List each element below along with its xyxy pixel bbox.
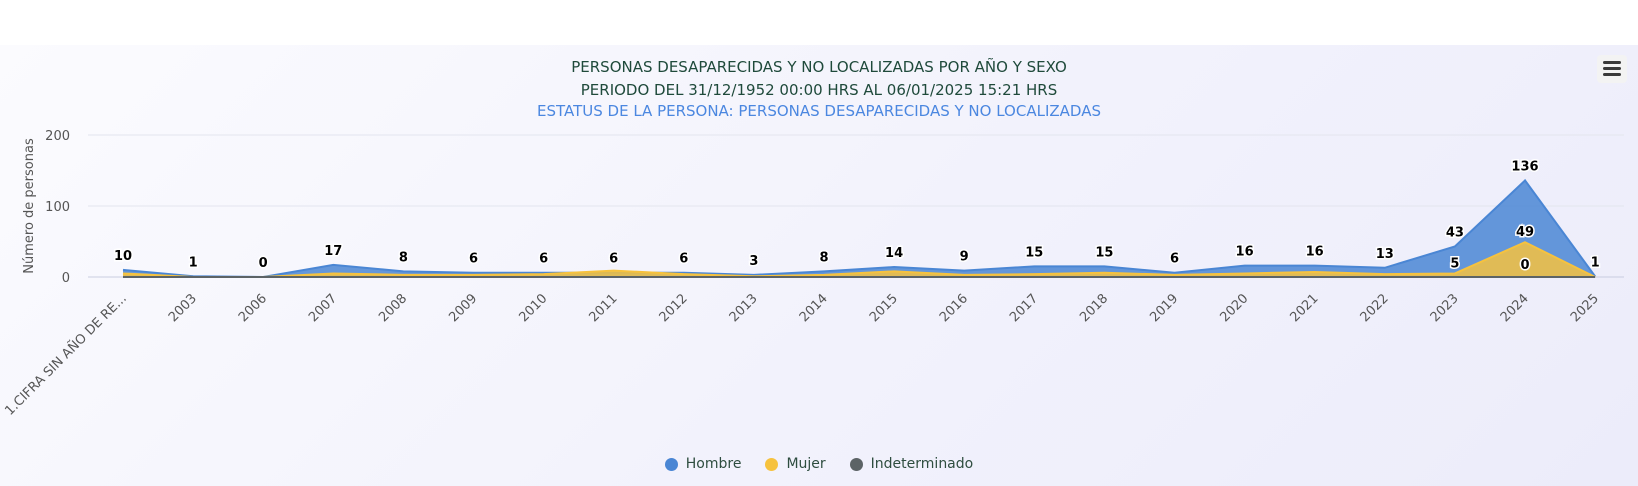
x-tick-label: 2017 <box>1007 291 1041 325</box>
legend-item-hombre[interactable]: Hombre <box>664 456 742 472</box>
data-label: 49 <box>1516 225 1534 240</box>
chart-container <box>0 45 1638 486</box>
data-label: 6 <box>609 252 618 267</box>
y-axis-title: Número de personas <box>22 138 37 274</box>
data-label: 17 <box>324 244 342 259</box>
legend-marker-icon <box>664 457 678 471</box>
data-label: 13 <box>1376 247 1394 262</box>
chart-subtitle-status: ESTATUS DE LA PERSONA: PERSONAS DESAPARE… <box>537 102 1101 120</box>
hamburger-icon <box>1603 61 1621 64</box>
legend-marker-icon <box>765 457 779 471</box>
x-tick-label: 2021 <box>1288 291 1322 325</box>
data-label: 15 <box>1095 245 1113 260</box>
data-label: 8 <box>399 250 408 265</box>
x-tick-label: 2010 <box>516 291 550 325</box>
data-label: 16 <box>1236 245 1254 260</box>
legend-marker-icon <box>849 457 863 471</box>
x-tick-label: 2012 <box>657 291 691 325</box>
chart-subtitle: PERIODO DEL 31/12/1952 00:00 HRS AL 06/0… <box>580 81 1058 99</box>
y-tick-label: 100 <box>45 200 70 215</box>
data-label: 136 <box>1511 159 1538 174</box>
data-label: 9 <box>960 250 969 265</box>
x-tick-label: 2006 <box>236 291 270 325</box>
legend-label: Indeterminado <box>870 456 974 472</box>
x-tick-label: 2019 <box>1147 291 1181 325</box>
y-tick-label: 200 <box>45 129 70 144</box>
area-hombre <box>123 180 1596 277</box>
x-tick-label: 2013 <box>727 291 761 325</box>
data-label: 6 <box>1170 252 1179 267</box>
x-tick-label: 2009 <box>446 291 480 325</box>
chart-menu-button[interactable] <box>1597 55 1627 83</box>
x-tick-label: 2025 <box>1568 291 1602 325</box>
data-label: 6 <box>539 252 548 267</box>
x-tick-label: 2007 <box>306 291 340 325</box>
x-tick-label: 1.CIFRA SIN AÑO DE RE... <box>2 291 130 419</box>
chart-legend: Hombre Mujer Indeterminado <box>0 456 1638 475</box>
x-tick-label: 2008 <box>376 291 410 325</box>
legend-item-mujer[interactable]: Mujer <box>765 456 826 472</box>
legend-item-indeterminado[interactable]: Indeterminado <box>849 456 974 472</box>
legend-label: Hombre <box>685 456 742 472</box>
data-label: 1 <box>1591 255 1600 270</box>
x-tick-label: 2022 <box>1358 291 1392 325</box>
data-label: 0 <box>259 256 268 271</box>
hamburger-icon <box>1603 67 1621 70</box>
line-mujer <box>122 241 1596 278</box>
x-tick-label: 2020 <box>1217 291 1251 325</box>
data-label: 15 <box>1025 245 1043 260</box>
data-label: 14 <box>885 246 903 261</box>
x-tick-label: 2016 <box>937 291 971 325</box>
x-tick-label: 2003 <box>166 291 200 325</box>
x-tick-label: 2018 <box>1077 291 1111 325</box>
line-hombre <box>122 178 1596 279</box>
data-label: 3 <box>749 254 758 269</box>
data-label: 8 <box>819 250 828 265</box>
legend-label: Mujer <box>786 456 826 472</box>
data-label: 6 <box>679 252 688 267</box>
chart-title: PERSONAS DESAPARECIDAS Y NO LOCALIZADAS … <box>571 58 1067 76</box>
data-label: 1 <box>189 255 198 270</box>
y-tick-label: 0 <box>62 271 70 286</box>
data-label: 43 <box>1446 225 1464 240</box>
data-label: 16 <box>1306 245 1324 260</box>
data-label: 6 <box>469 252 478 267</box>
x-tick-label: 2024 <box>1498 291 1532 325</box>
x-tick-label: 2023 <box>1428 291 1462 325</box>
data-label: 5 <box>1450 256 1459 271</box>
data-label: 10 <box>114 249 132 264</box>
x-tick-label: 2015 <box>867 291 901 325</box>
data-label: 0 <box>1520 258 1529 273</box>
x-tick-label: 2014 <box>797 291 831 325</box>
hamburger-icon <box>1603 73 1621 76</box>
x-tick-label: 2011 <box>587 291 621 325</box>
